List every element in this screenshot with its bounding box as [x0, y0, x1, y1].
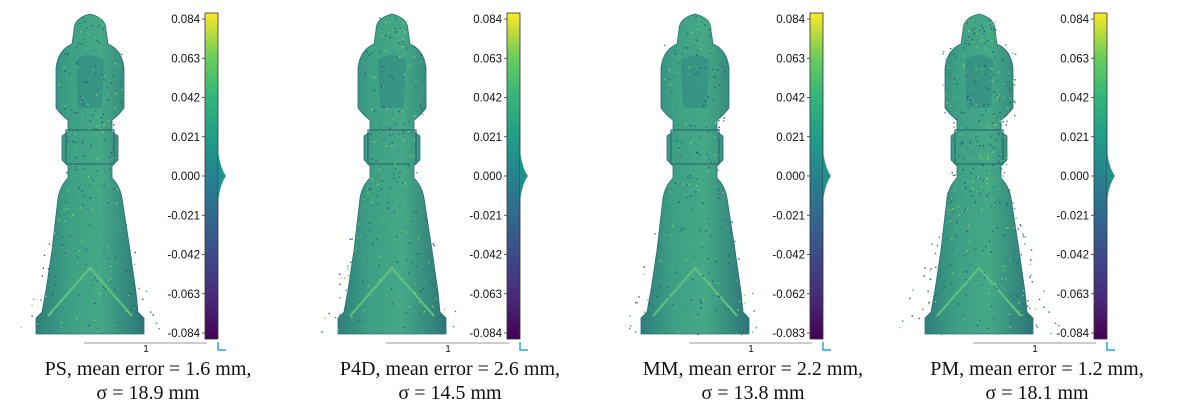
caption-line-2: σ = 13.8 mm	[701, 382, 805, 404]
colorbar-tick-label: 0.063	[473, 53, 502, 65]
base-carving	[47, 266, 133, 317]
error-histogram	[520, 150, 528, 202]
base-carving	[349, 266, 435, 317]
caption-line-1: P4D, mean error = 2.6 mm,	[339, 358, 561, 380]
colorbar-tick-label: 0.000	[171, 171, 200, 183]
colorbar-tick-label: -0.084	[167, 328, 200, 340]
colorbar-gradient	[1093, 12, 1108, 340]
pedestal-band	[65, 129, 115, 165]
pointcloud-view: 0.084 0.063 0.042 0.021 0.000 -0.021 -0.042 -0.…	[321, 12, 528, 355]
statue-pointcloud	[20, 13, 160, 335]
colorbar-tick-label: -0.084	[469, 328, 502, 340]
colorbar-tick-label: -0.042	[469, 250, 502, 262]
scale-label: 1	[143, 344, 149, 355]
colorbar-tick-label: 0.042	[473, 93, 502, 105]
statue-pointcloud	[628, 13, 758, 336]
statue-surface	[337, 13, 447, 335]
caption-line-2: σ = 14.5 mm	[398, 382, 502, 404]
panel-p4d: 0.084 0.063 0.042 0.021 0.000 -0.021 -0.042 -0.…	[302, 0, 598, 412]
caption: MM, mean error = 2.2 mm, σ = 13.8 mm	[605, 357, 901, 405]
scale-label: 1	[1032, 344, 1038, 355]
figure-carving	[378, 55, 406, 108]
colorbar-tick-label: -0.021	[167, 210, 200, 222]
colorbar-tick-label: -0.021	[772, 210, 805, 222]
scale-label: 1	[748, 344, 754, 355]
colorbar-tick-label: -0.063	[1056, 289, 1089, 301]
pedestal-band	[954, 129, 1004, 165]
panel-mm: 0.084 0.063 0.042 0.021 0.000 -0.021 -0.042 -0.…	[605, 0, 901, 412]
colorbar-tick-label: 0.063	[1060, 53, 1089, 65]
colorbar-tick-label: -0.021	[1056, 210, 1089, 222]
colorbar: 0.084 0.063 0.042 0.021 0.000 -0.021 -0.042 -0.…	[469, 12, 528, 340]
error-histogram	[1107, 150, 1115, 202]
pointcloud-speckle	[20, 16, 160, 331]
caption-line-2: σ = 18.9 mm	[96, 382, 200, 404]
base-carving	[652, 266, 738, 317]
statue-surface	[640, 13, 750, 335]
caption: PS, mean error = 1.6 mm, σ = 18.9 mm	[0, 357, 296, 405]
caption: PM, mean error = 1.2 mm, σ = 18.1 mm	[889, 357, 1185, 405]
colorbar-tick-label: -0.042	[772, 250, 805, 262]
axis-corner-icon	[822, 342, 831, 351]
colorbar-tick-label: -0.063	[469, 289, 502, 301]
colorbar-tick-label: 0.042	[171, 93, 200, 105]
colorbar-tick-label: 0.063	[776, 53, 805, 65]
colorbar: 0.084 0.063 0.042 0.021 0.000 -0.021 -0.042 -0.…	[167, 12, 226, 340]
statue-pointcloud	[321, 13, 457, 335]
colorbar: 0.084 0.063 0.042 0.021 0.000 -0.021 -0.042 -0.…	[772, 12, 831, 340]
colorbar-tick-label: 0.042	[1060, 93, 1089, 105]
colorbar-tick-label: 0.042	[776, 93, 805, 105]
colorbar-tick-label: -0.084	[1056, 328, 1089, 340]
error-histogram	[218, 150, 226, 202]
statue-surface	[924, 13, 1034, 335]
axis-corner-icon	[519, 342, 528, 351]
caption-line-2: σ = 18.1 mm	[985, 382, 1089, 404]
colorbar-tick-label: 0.000	[776, 171, 805, 183]
figure-carving	[681, 55, 709, 108]
colorbar: 0.084 0.063 0.042 0.021 0.000 -0.021 -0.042 -0.…	[1056, 12, 1115, 340]
error-histogram	[823, 150, 831, 202]
axis-corner-icon	[217, 342, 226, 351]
colorbar-tick-label: 0.000	[1060, 171, 1089, 183]
colorbar-tick-label: 0.021	[1060, 132, 1089, 144]
statue-pointcloud	[899, 13, 1060, 336]
caption-line-1: MM, mean error = 2.2 mm,	[642, 358, 864, 380]
colorbar-tick-label: 0.084	[776, 14, 805, 26]
caption-line-1: PS, mean error = 1.6 mm,	[44, 358, 252, 380]
pointcloud-speckle	[321, 16, 457, 334]
colorbar-tick-label: 0.063	[171, 53, 200, 65]
colorbar-tick-label: -0.083	[772, 328, 805, 340]
figure-carving	[76, 55, 104, 108]
colorbar-gradient	[809, 12, 824, 340]
colorbar-tick-label: -0.062	[772, 289, 805, 301]
panel-pm: 0.084 0.063 0.042 0.021 0.000 -0.021 -0.042 -0.…	[889, 0, 1185, 412]
pointcloud-speckle	[899, 16, 1060, 336]
colorbar-tick-label: 0.021	[473, 132, 502, 144]
pedestal-band	[670, 129, 720, 165]
base-carving	[936, 266, 1022, 317]
colorbar-tick-label: -0.042	[167, 250, 200, 262]
pointcloud-view: 0.084 0.063 0.042 0.021 0.000 -0.021 -0.042 -0.…	[628, 12, 831, 355]
pointcloud-speckle	[628, 16, 758, 336]
colorbar-tick-label: -0.063	[167, 289, 200, 301]
axis-corner-icon	[1106, 342, 1115, 351]
panel-ps: 0.084 0.063 0.042 0.021 0.000 -0.021 -0.042 -0.…	[0, 0, 296, 412]
colorbar-tick-label: 0.021	[776, 132, 805, 144]
scale-label: 1	[445, 344, 451, 355]
colorbar-tick-label: 0.000	[473, 171, 502, 183]
pedestal-band	[367, 129, 417, 165]
colorbar-tick-label: 0.084	[171, 14, 200, 26]
colorbar-gradient	[506, 12, 521, 340]
colorbar-tick-label: -0.042	[1056, 250, 1089, 262]
caption-line-1: PM, mean error = 1.2 mm,	[930, 358, 1144, 380]
colorbar-tick-label: 0.084	[473, 14, 502, 26]
caption: P4D, mean error = 2.6 mm, σ = 14.5 mm	[302, 357, 598, 405]
pointcloud-view: 0.084 0.063 0.042 0.021 0.000 -0.021 -0.042 -0.…	[20, 12, 226, 355]
colorbar-tick-label: -0.021	[469, 210, 502, 222]
pointcloud-view: 0.084 0.063 0.042 0.021 0.000 -0.021 -0.042 -0.…	[899, 12, 1115, 355]
figure-carving	[965, 55, 993, 108]
colorbar-gradient	[204, 12, 219, 340]
colorbar-tick-label: 0.084	[1060, 14, 1089, 26]
colorbar-tick-label: 0.021	[171, 132, 200, 144]
